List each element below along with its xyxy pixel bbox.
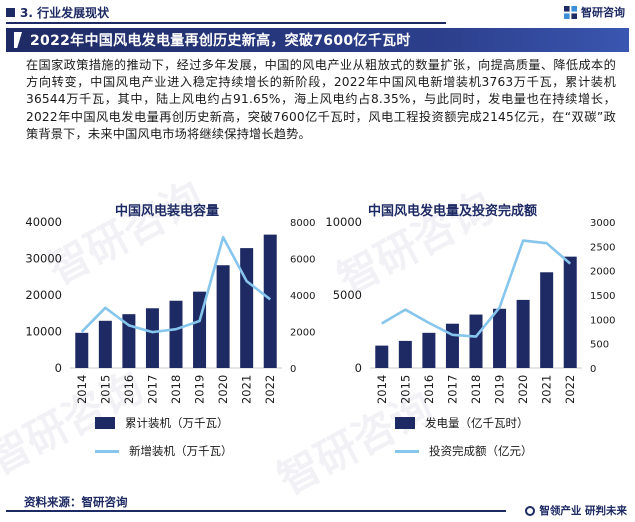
x-tick-label: 2016 (422, 375, 436, 404)
x-tick-label: 2016 (122, 375, 136, 404)
bar (493, 308, 507, 368)
bar (240, 248, 254, 368)
y-right-tick-label: 1500 (590, 291, 615, 302)
bar (445, 323, 459, 368)
y-right-tick-label: 500 (590, 340, 609, 351)
bar (98, 320, 112, 368)
y-left-tick-label: 20000 (25, 288, 62, 302)
bar (398, 340, 412, 368)
brand-name: 智研咨询 (581, 6, 625, 19)
x-tick-label: 2022 (563, 375, 577, 404)
y-right-tick-label: 8000 (290, 218, 315, 229)
legend-item: 累计装机（万千瓦） (95, 412, 233, 434)
y-left-tick-label: 10000 (25, 325, 62, 339)
legend-label: 投资完成额（亿元） (429, 444, 533, 458)
legend-item: 投资完成额（亿元） (395, 440, 533, 462)
chart-1-installed-capacity: 0 10000 20000 30000 40000 0 2000 4000 6000 8000 20… (25, 215, 315, 404)
x-tick-label: 2020 (516, 375, 530, 404)
y-right-tick-label: 2500 (590, 242, 615, 253)
legend-bar-swatch (395, 417, 415, 429)
y-right-tick-label: 3000 (590, 218, 615, 229)
top-bar: 3. 行业发展现状 智研咨询 (0, 0, 635, 26)
chart-2-generation-investment: 0 5000 10000 0 500 1000 1500 2000 2500 3000 2014 20… (325, 215, 615, 404)
top-divider (6, 22, 446, 24)
slogan-text: 智领产业 研判未来 (539, 505, 627, 517)
y-left-tick-label: 5000 (333, 288, 362, 302)
chart-2-legend: 发电量（亿千瓦时） 投资完成额（亿元） (395, 412, 533, 462)
y-right-tick-label: 2000 (290, 328, 315, 339)
x-tick-label: 2019 (193, 375, 207, 404)
x-tick-label: 2022 (263, 375, 277, 404)
chart-1-title: 中国风电装电容量 (115, 204, 220, 219)
headline-banner: 2022年中国风电发电量再创历史新高，突破7600亿千瓦时 (6, 28, 629, 52)
bar (540, 272, 554, 368)
legend-item: 新增装机（万千瓦） (95, 440, 233, 462)
legend-label: 累计装机（万千瓦） (125, 416, 229, 430)
source-note: 资料来源：智研咨询 (24, 495, 128, 509)
chart-1-legend: 累计装机（万千瓦） 新增装机（万千瓦） (95, 412, 233, 462)
x-tick-label: 2018 (469, 375, 483, 404)
x-tick-label: 2019 (493, 375, 507, 404)
x-tick-label: 2021 (540, 375, 554, 404)
legend-item: 发电量（亿千瓦时） (395, 412, 533, 434)
footer-divider (6, 510, 506, 512)
legend-bar-swatch (95, 417, 115, 429)
x-tick-label: 2017 (145, 375, 159, 404)
bar (375, 345, 389, 368)
x-tick-label: 2017 (445, 375, 459, 404)
y-left-tick-label: 0 (55, 361, 62, 375)
body-paragraph: 在国家政策措施的推动下，经过多年发展，中国的风电产业从粗放式的数量扩张，向提高质… (26, 58, 616, 141)
legend-label: 发电量（亿千瓦时） (425, 416, 529, 430)
x-tick-label: 2020 (216, 375, 230, 404)
x-tick-label: 2015 (398, 375, 412, 404)
y-left-tick-label: 0 (355, 361, 362, 375)
x-tick-label: 2018 (169, 375, 183, 404)
legend-line-swatch (95, 449, 119, 453)
legend-line-swatch (395, 449, 419, 453)
headline-text: 2022年中国风电发电量再创历史新高，突破7600亿千瓦时 (30, 33, 411, 49)
y-right-tick-label: 4000 (290, 291, 315, 302)
bar (516, 299, 530, 368)
y-right-tick-label: 0 (590, 364, 596, 375)
bar (216, 265, 230, 368)
bar (422, 332, 436, 368)
brand-logo-icon (564, 5, 577, 19)
bar (75, 332, 89, 368)
bar (563, 256, 577, 368)
bar (145, 308, 159, 368)
x-tick-label: 2014 (375, 375, 389, 404)
banner-mark-icon (14, 32, 22, 48)
x-tick-label: 2021 (240, 375, 254, 404)
x-tick-label: 2015 (98, 375, 112, 404)
square-bullet-icon (6, 8, 15, 17)
legend-label: 新增装机（万千瓦） (129, 444, 233, 458)
y-right-tick-label: 6000 (290, 255, 315, 266)
slogan-logo-icon (525, 505, 536, 516)
bar (169, 300, 183, 368)
bar (469, 314, 483, 368)
bar (263, 234, 277, 368)
brand: 智研咨询 (564, 4, 625, 20)
section-title: 3. 行业发展现状 (6, 4, 109, 21)
y-right-tick-label: 0 (290, 364, 296, 375)
y-left-tick-label: 10000 (325, 215, 362, 229)
slogan: 智领产业 研判未来 (525, 503, 627, 518)
y-left-tick-label: 40000 (25, 215, 62, 229)
y-left-tick-label: 30000 (25, 252, 62, 266)
chart-2-title: 中国风电发电量及投资完成额 (368, 204, 538, 219)
y-right-tick-label: 1000 (590, 315, 615, 326)
y-right-tick-label: 2000 (590, 267, 615, 278)
section-title-text: 3. 行业发展现状 (20, 6, 110, 20)
x-tick-label: 2014 (75, 375, 89, 404)
